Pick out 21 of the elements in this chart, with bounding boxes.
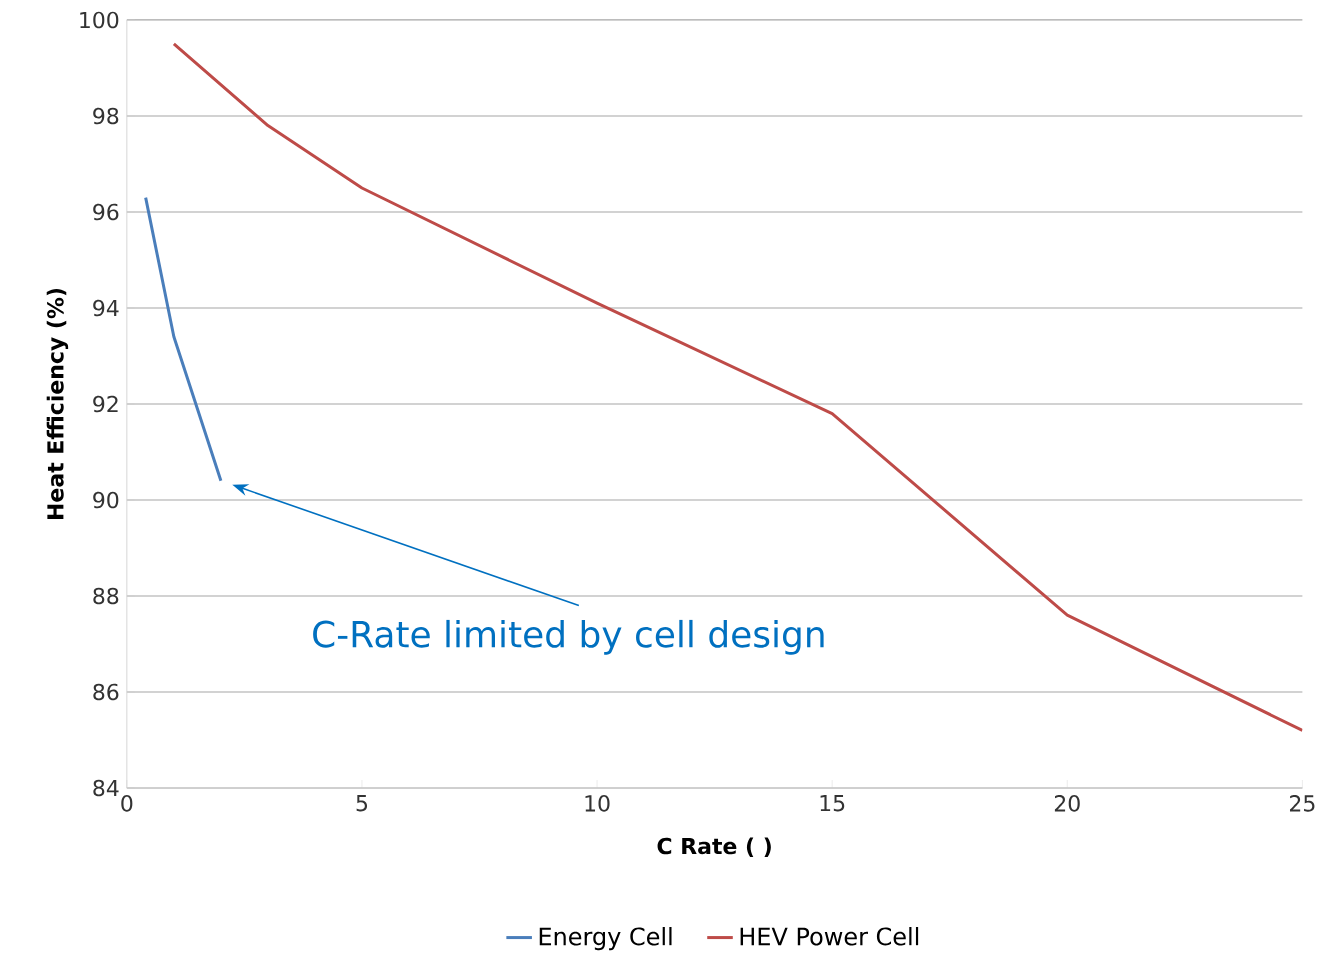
y-tick-label: 92 xyxy=(93,395,118,413)
y-axis-title: Heat Efficiency (%) xyxy=(46,288,69,520)
y-tick-label: 84 xyxy=(93,779,119,797)
x-tick-label: 15 xyxy=(820,795,845,812)
annotation: C-Rate limited by cell design xyxy=(313,620,824,655)
x-tick-label: 5 xyxy=(356,795,368,812)
line-series xyxy=(172,42,1303,733)
y-tick-label: 96 xyxy=(93,203,119,221)
y-tick-label: 90 xyxy=(93,491,119,509)
x-tick-label: 20 xyxy=(1054,795,1080,812)
y-tick-label: 98 xyxy=(93,107,119,125)
y-tick-label: 86 xyxy=(93,683,119,701)
x-axis-title: C Rate ( ) xyxy=(657,837,771,858)
x-tick-label: 10 xyxy=(585,795,610,812)
legend-label: Energy Cell xyxy=(539,927,672,951)
y-tick-label: 94 xyxy=(93,299,119,317)
y-tick-label: 100 xyxy=(80,11,119,29)
x-tick-label: 25 xyxy=(1290,795,1315,812)
y-tick-label: 88 xyxy=(93,587,119,605)
x-tick-label: 0 xyxy=(121,795,133,812)
legend-label: HEV Power Cell xyxy=(740,927,919,946)
